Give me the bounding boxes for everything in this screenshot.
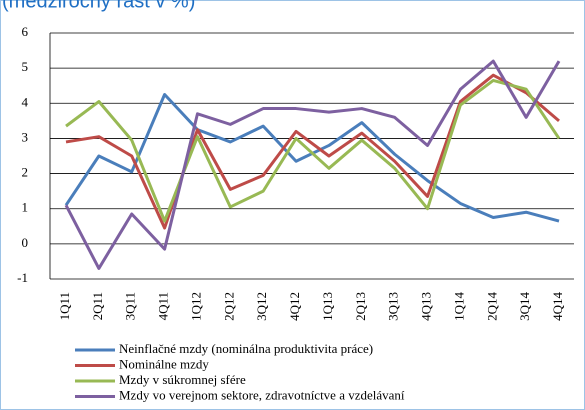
- x-tick-label: 3Q13: [386, 292, 401, 321]
- y-tick-label: 5: [22, 59, 29, 74]
- x-tick-label: 4Q14: [550, 292, 565, 321]
- y-tick-label: 0: [22, 235, 29, 250]
- series-line: [64, 59, 561, 270]
- x-tick-label: 3Q11: [123, 292, 138, 320]
- x-tick-label: 2Q11: [90, 292, 105, 320]
- legend-label: Neinflačné mzdy (nominálna produktivita …: [119, 341, 373, 356]
- x-tick-label: 1Q13: [320, 292, 335, 321]
- x-tick-label: 4Q13: [419, 292, 434, 321]
- y-tick-label: 4: [22, 94, 29, 109]
- x-tick-label: 2Q12: [221, 292, 236, 321]
- series-line: [65, 73, 560, 230]
- series-line: [65, 78, 561, 223]
- y-tick-label: -1: [17, 270, 28, 285]
- x-tick-label: 1Q12: [188, 292, 203, 321]
- x-tick-label: 1Q14: [451, 292, 466, 321]
- legend-label: Mzdy vo verejnom sektore, zdravotníctve …: [119, 387, 405, 402]
- x-tick-label: 3Q12: [254, 292, 269, 321]
- legend-label: Nominálne mzdy: [119, 356, 209, 371]
- x-tick-label: 4Q12: [287, 292, 302, 321]
- y-tick-label: 2: [22, 165, 29, 180]
- legend-label: Mzdy v súkromnej sfére: [119, 372, 246, 387]
- y-tick-label: 1: [22, 200, 29, 215]
- x-tick-label: 2Q14: [484, 292, 499, 321]
- x-tick-label: 3Q14: [517, 292, 532, 321]
- x-tick-label: 4Q11: [156, 292, 171, 320]
- y-tick-label: 3: [22, 129, 29, 144]
- chart-title: (medziročný rast v %): [2, 0, 195, 12]
- x-tick-label: 1Q11: [57, 292, 72, 320]
- x-tick-label: 2Q13: [353, 292, 368, 321]
- y-tick-label: 6: [22, 24, 29, 39]
